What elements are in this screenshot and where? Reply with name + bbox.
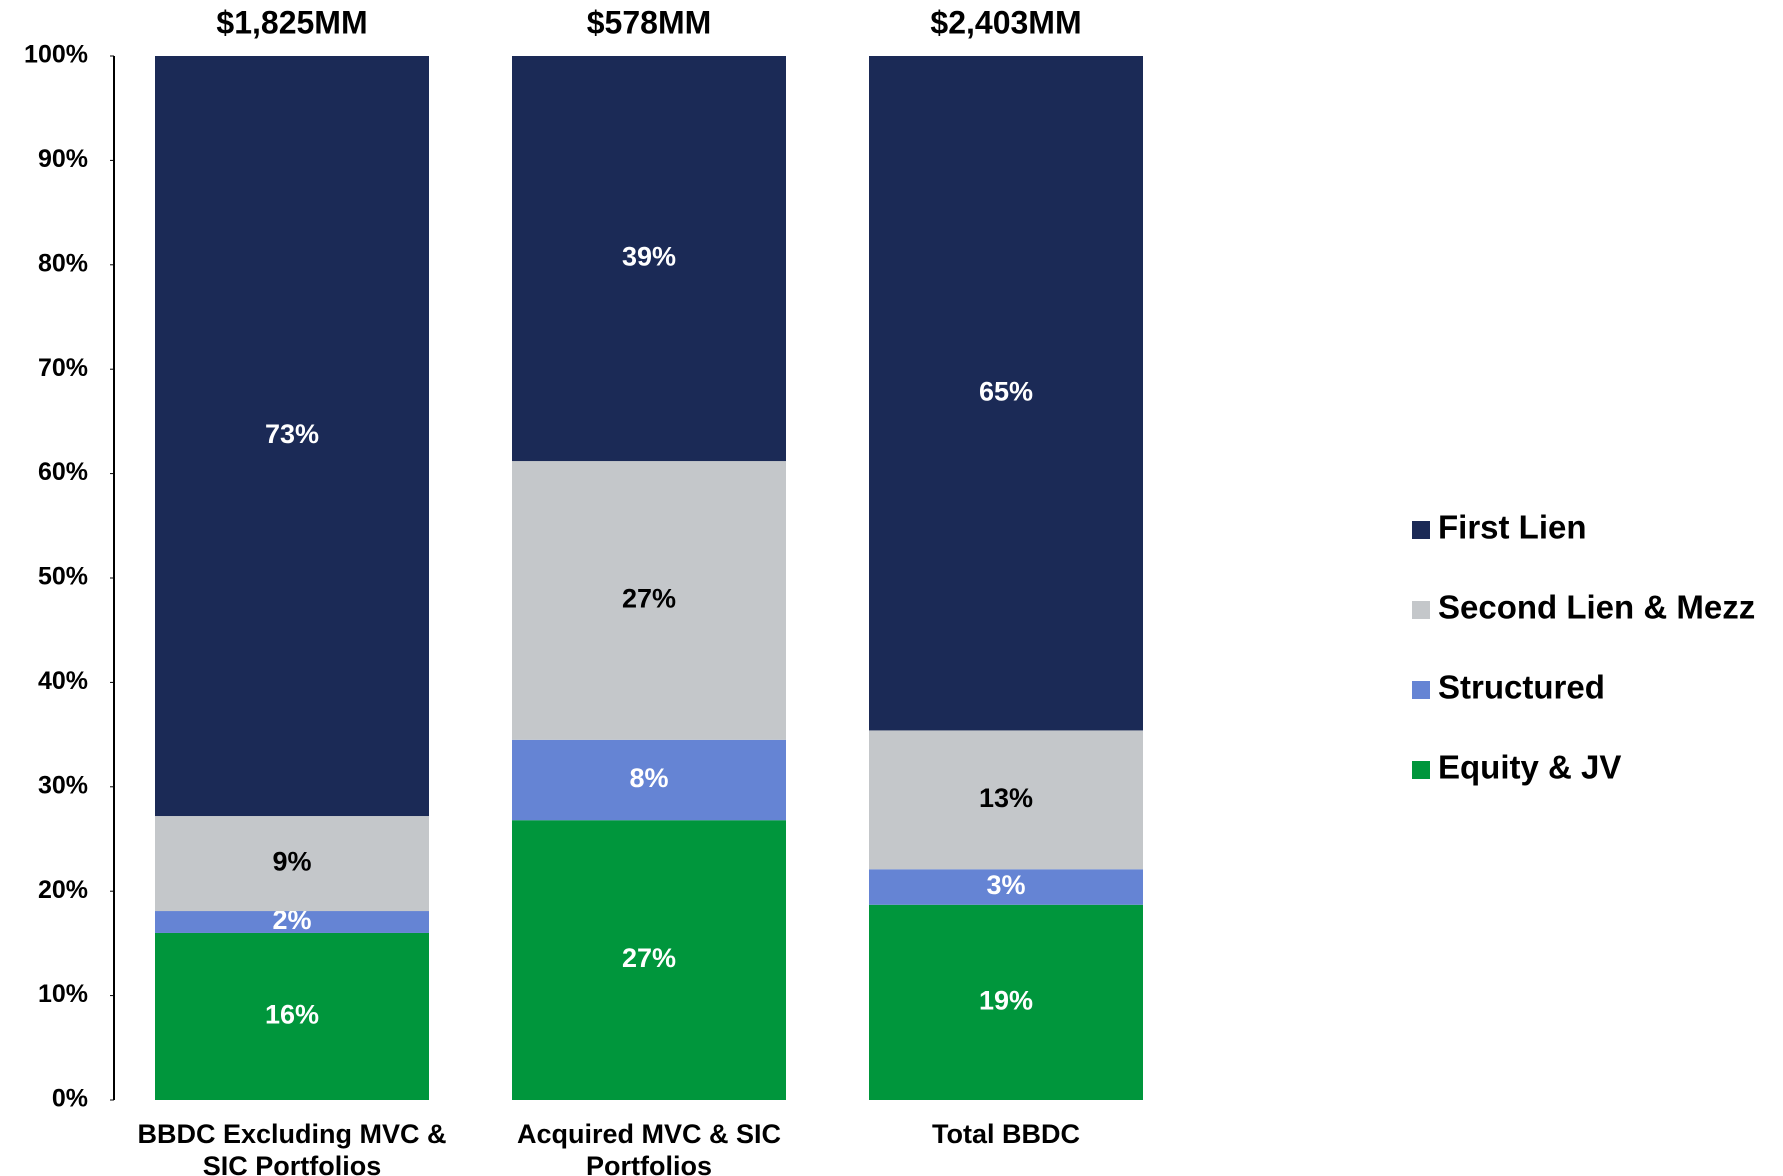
total-label: $1,825MM: [216, 4, 367, 40]
y-tick-label: 100%: [24, 41, 88, 69]
data-label: 19%: [979, 986, 1033, 1016]
y-tick-label: 30%: [38, 771, 88, 799]
data-label: 65%: [979, 376, 1033, 406]
y-tick-label: 0%: [52, 1085, 88, 1113]
data-label: 27%: [622, 584, 676, 614]
legend-swatch: [1412, 601, 1430, 619]
bar-segment: [512, 820, 786, 1100]
legend-swatch: [1412, 681, 1430, 699]
data-label: 73%: [265, 419, 319, 449]
data-label: 16%: [265, 1000, 319, 1030]
y-tick-label: 20%: [38, 876, 88, 904]
data-label: 27%: [622, 943, 676, 973]
data-label: 13%: [979, 783, 1033, 813]
bar-segment: [512, 739, 786, 821]
y-tick-label: 40%: [38, 667, 88, 695]
y-tick-label: 80%: [38, 249, 88, 277]
x-tick-label: Acquired MVC & SIC Portfolios: [516, 1119, 782, 1176]
legend-swatch: [1412, 761, 1430, 779]
y-tick-label: 70%: [38, 354, 88, 382]
legend-label: Structured: [1438, 669, 1605, 706]
y-tick-label: 90%: [38, 145, 88, 173]
legend-label: Equity & JV: [1438, 749, 1621, 786]
legend-swatch: [1412, 521, 1430, 539]
y-tick-label: 60%: [38, 458, 88, 486]
bar-segment: [869, 730, 1143, 870]
x-tick-label: BBDC Excluding MVC & SIC Portfolios: [137, 1119, 447, 1176]
data-label: 8%: [629, 763, 668, 793]
legend-label: Second Lien & Mezz: [1438, 589, 1755, 626]
bar-segment: [512, 56, 786, 462]
bar-segment: [155, 56, 429, 817]
bar-segment: [512, 461, 786, 740]
data-label: 3%: [986, 870, 1025, 900]
bar-segment: [869, 56, 1143, 731]
data-label: 9%: [272, 847, 311, 877]
bar-segment: [869, 904, 1143, 1100]
bar-segment: [155, 816, 429, 912]
y-tick-label: 10%: [38, 980, 88, 1008]
bar-segment: [869, 869, 1143, 905]
total-label: $578MM: [587, 4, 712, 40]
data-label: 39%: [622, 242, 676, 272]
y-tick-label: 50%: [38, 563, 88, 591]
total-label: $2,403MM: [930, 4, 1081, 40]
bar-segment: [155, 932, 429, 1100]
legend-label: First Lien: [1438, 509, 1587, 546]
bar-segment: [155, 911, 429, 933]
x-tick-label: Total BBDC: [932, 1119, 1080, 1149]
